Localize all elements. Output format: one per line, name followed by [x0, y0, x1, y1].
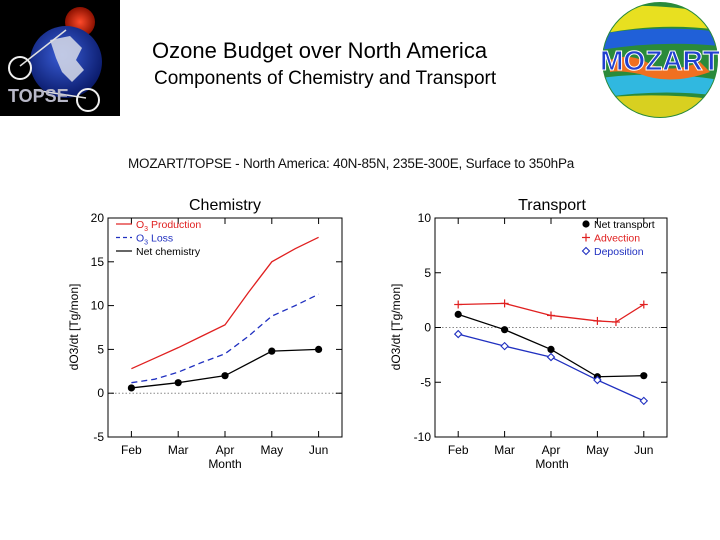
data-point — [593, 316, 602, 325]
y-tick-label: 5 — [97, 342, 104, 356]
series-line — [131, 236, 319, 370]
topse-logo-graphic: TOPSE — [8, 7, 102, 112]
data-point — [546, 352, 556, 362]
data-point — [127, 384, 135, 392]
ring-icon — [8, 56, 32, 80]
page-title: Ozone Budget over North America — [152, 38, 488, 63]
data-point — [639, 396, 649, 406]
data-point — [640, 372, 648, 380]
x-tick-label: Feb — [448, 443, 469, 457]
chemistry-chart: Chemistry Month dO3/dt [Tg/mon] -5 0 5 10 15… — [67, 197, 343, 471]
data-point — [547, 345, 555, 353]
data-point — [581, 246, 591, 256]
series-line — [131, 348, 319, 389]
data-point — [315, 345, 323, 353]
data-point — [582, 233, 590, 242]
topse-logo: TOPSE — [0, 0, 120, 116]
y-tick-label: 10 — [418, 211, 432, 225]
x-tick-label: Mar — [494, 443, 515, 457]
chemistry-y-axis-label: dO3/dt [Tg/mon] — [67, 284, 81, 371]
y-tick-label: 0 — [97, 386, 104, 400]
y-tick-label: 0 — [424, 321, 431, 335]
data-point — [547, 311, 555, 320]
series-line — [458, 302, 645, 323]
y-tick-label: -5 — [93, 430, 104, 444]
data-point — [221, 372, 229, 380]
x-tick-label: Mar — [168, 443, 189, 457]
data-point — [639, 300, 648, 309]
mozart-logo-text: MOZART — [600, 45, 720, 76]
transport-chart: Transport Month dO3/dt [Tg/mon] -10 -5 0 5 1… — [389, 197, 668, 471]
mozart-logo-graphic: MOZART — [600, 2, 720, 118]
x-tick-label: Jun — [309, 443, 328, 457]
transport-x-axis-label: Month — [535, 457, 568, 471]
data-point — [174, 379, 182, 387]
y-tick-label: 20 — [91, 211, 105, 225]
y-tick-label: -10 — [414, 430, 432, 444]
data-point — [453, 329, 463, 339]
data-point — [500, 341, 509, 351]
y-tick-label: -5 — [420, 375, 431, 389]
data-point — [454, 300, 463, 309]
legend-label: Advection — [594, 233, 640, 245]
figure-caption: MOZART/TOPSE - North America: 40N-85N, 2… — [128, 156, 575, 171]
transport-y-axis-label: dO3/dt [Tg/mon] — [389, 284, 403, 371]
data-point — [611, 318, 620, 327]
data-point — [501, 326, 509, 334]
legend-label: O3 Production — [136, 219, 201, 233]
chemistry-chart-title: Chemistry — [189, 197, 261, 214]
chemistry-x-axis-label: Month — [208, 457, 241, 471]
data-point — [500, 299, 509, 308]
y-tick-label: 15 — [91, 255, 105, 269]
ring-icon — [76, 88, 100, 112]
y-tick-label: 10 — [91, 299, 105, 313]
x-tick-label: May — [260, 443, 283, 457]
data-point — [593, 375, 602, 385]
series-line — [131, 293, 319, 384]
x-tick-label: May — [586, 443, 609, 457]
data-point — [454, 310, 462, 318]
legend-label: O3 Loss — [136, 233, 173, 247]
data-point — [582, 220, 590, 228]
legend-label: Deposition — [594, 246, 644, 258]
page-subtitle: Components of Chemistry and Transport — [154, 68, 497, 89]
topse-logo-text: TOPSE — [8, 86, 69, 106]
mozart-logo: MOZART — [600, 0, 720, 120]
data-point — [268, 347, 276, 355]
series-line — [458, 333, 645, 402]
transport-chart-title: Transport — [518, 197, 586, 214]
y-tick-label: 5 — [424, 266, 431, 280]
x-tick-label: Apr — [216, 443, 235, 457]
legend-label: Net transport — [594, 219, 655, 231]
legend-label: Net chemistry — [136, 246, 201, 258]
x-tick-label: Feb — [121, 443, 142, 457]
x-tick-label: Jun — [634, 443, 653, 457]
x-tick-label: Apr — [542, 443, 561, 457]
